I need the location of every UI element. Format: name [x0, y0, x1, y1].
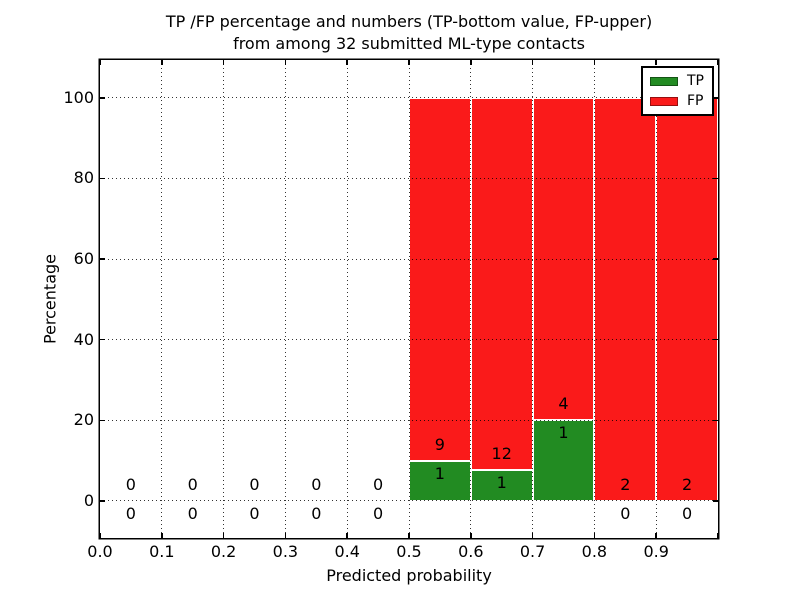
fp-count-label: 9 — [434, 434, 445, 454]
x-tick-label: 0.3 — [272, 542, 299, 561]
y-tick-label: 80 — [73, 168, 94, 188]
x-tick-label: 0.2 — [210, 542, 237, 561]
tp-count-label: 0 — [682, 503, 693, 523]
x-tick-label: 0.1 — [149, 542, 175, 561]
bars-layer — [100, 60, 718, 538]
x-tick-label: 0.4 — [334, 542, 360, 561]
fp-count-label: 0 — [249, 474, 260, 494]
y-tick-label: 100 — [63, 87, 94, 107]
tp-count-label: 1 — [434, 463, 445, 483]
fp-color-swatch — [650, 96, 678, 106]
legend: TP FP — [641, 66, 714, 116]
value-labels-layer: 0 0 0 0 0 0 0 0 0 0 9 1 12 1 4 1 2 0 2 0 — [100, 60, 718, 538]
x-tick-label: 0.7 — [519, 542, 546, 561]
x-tick-label: 0.8 — [581, 542, 608, 561]
tick-mark — [717, 533, 719, 538]
tp-count-label: 0 — [373, 503, 384, 523]
chart-title-line2: from among 32 submitted ML-type contacts — [233, 34, 585, 53]
tp-count-label: 0 — [187, 503, 198, 523]
fp-count-label: 4 — [558, 394, 569, 414]
tick-mark — [99, 60, 101, 65]
x-axis-label: Predicted probability — [326, 566, 492, 585]
tp-bar-segment — [409, 460, 471, 501]
tp-count-label: 1 — [558, 423, 569, 443]
tp-count-label: 0 — [249, 503, 260, 523]
y-tick-label: 20 — [73, 410, 94, 430]
fp-bar-segment — [656, 97, 718, 501]
tp-count-label: 0 — [125, 503, 136, 523]
tp-count-label: 0 — [311, 503, 322, 523]
fp-count-label: 0 — [125, 474, 136, 494]
tp-color-swatch — [650, 76, 678, 86]
fp-count-label: 12 — [491, 443, 512, 463]
fp-count-label: 2 — [620, 474, 631, 494]
chart-title-line1: TP /FP percentage and numbers (TP-bottom… — [165, 12, 653, 31]
fp-count-label: 2 — [682, 474, 693, 494]
fp-count-label: 0 — [311, 474, 322, 494]
x-tick-label: 0.5 — [396, 542, 422, 561]
x-tick-label: 0.0 — [87, 542, 113, 561]
legend-entry-fp: FP — [650, 94, 704, 108]
tp-count-label: 0 — [620, 503, 631, 523]
y-tick-label: 60 — [73, 249, 94, 269]
fp-count-label: 0 — [187, 474, 198, 494]
legend-label-fp: FP — [687, 93, 704, 109]
y-tick-label: 40 — [73, 329, 94, 349]
fp-bar-segment — [409, 97, 471, 461]
legend-entry-tp: TP — [650, 74, 704, 88]
plot-area: 0 0 0 0 0 0 0 0 0 0 9 1 12 1 4 1 2 0 2 0 TP FP — [99, 60, 719, 538]
tp-count-label: 1 — [496, 472, 507, 492]
x-tick-label: 0.6 — [458, 542, 484, 561]
fp-count-label: 0 — [373, 474, 384, 494]
legend-label-tp: TP — [687, 73, 704, 89]
chart-title: TP /FP percentage and numbers (TP-bottom… — [100, 11, 718, 55]
y-tick-label: 0 — [83, 490, 94, 510]
x-tick-label: 0.9 — [643, 542, 669, 561]
tick-mark — [717, 60, 719, 65]
tick-mark — [99, 533, 101, 538]
